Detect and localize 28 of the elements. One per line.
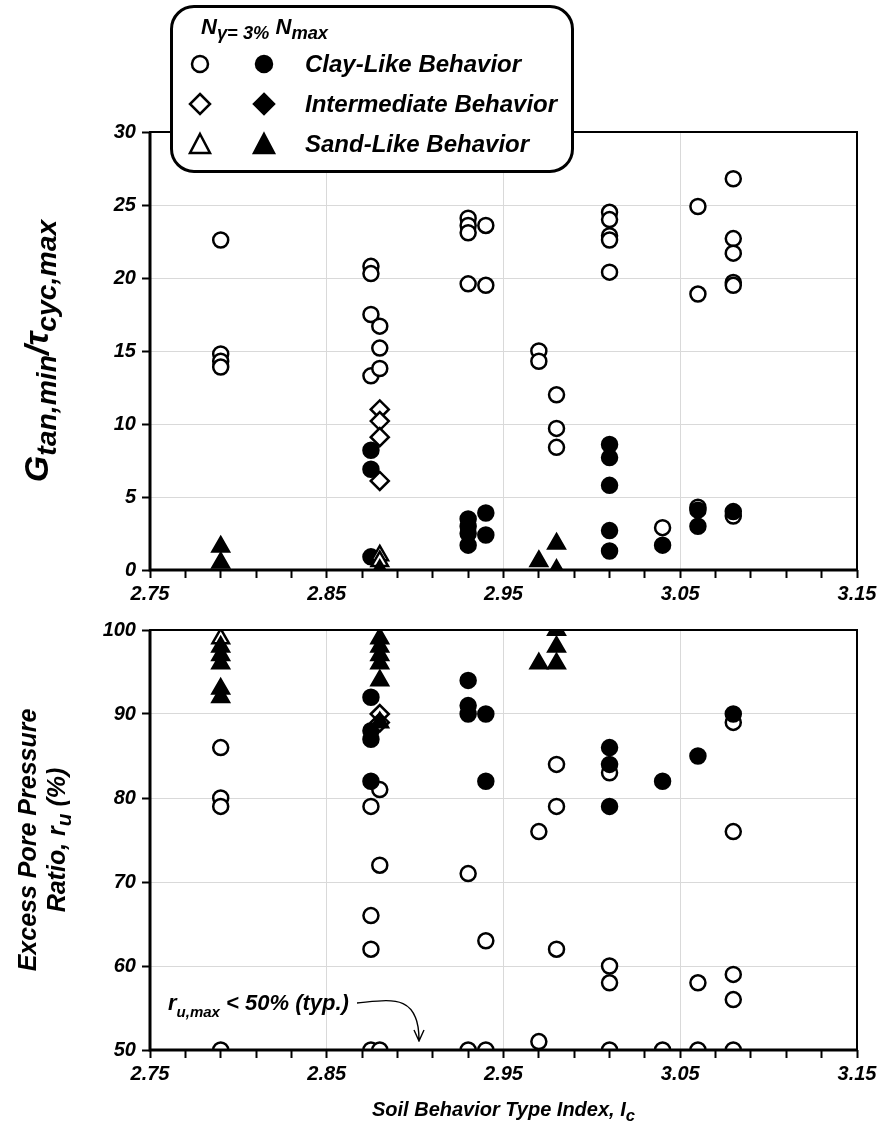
x-tick-label: 3.05: [660, 1061, 701, 1084]
x-tick-label: 3.05: [660, 581, 701, 604]
x-tick-label: 2.75: [129, 581, 171, 604]
y-tick-label: 100: [102, 617, 136, 640]
legend-title: N$_{γ= 3%}$ N$_{max}$: [201, 14, 330, 45]
x-tick-label: 2.95: [483, 1061, 524, 1084]
x-axis-title: Soil Behavior Type Index, I$_{c}$: [370, 1098, 636, 1126]
x-tick-label: 2.75: [129, 1061, 171, 1084]
x-tick-label: 2.85: [306, 581, 348, 604]
y-tick-label: 15: [113, 338, 137, 361]
y-tick-label: 70: [113, 869, 136, 892]
y-tick-label: 5: [124, 484, 137, 507]
legend-label: Clay-Like Behavior: [305, 50, 522, 79]
x-tick-label: 2.85: [306, 1061, 348, 1084]
y-tick-label: 60: [113, 953, 136, 976]
x-tick-label: 2.95: [483, 581, 524, 604]
y-tick-label: 80: [113, 785, 136, 808]
y-tick-label: 25: [112, 192, 137, 215]
y-tick-label: 10: [113, 411, 136, 434]
y-tick-label: 0: [124, 557, 136, 580]
x-tick-label: 3.15: [837, 1061, 878, 1084]
y-tick-label: 30: [113, 119, 136, 142]
y-tick-label: 20: [112, 265, 136, 288]
x-tick-label: 3.15: [837, 581, 878, 604]
y-tick-label: 90: [113, 701, 136, 724]
legend-label: Sand-Like Behavior: [305, 130, 530, 159]
legend-label: Intermediate Behavior: [305, 90, 558, 119]
y-tick-label: 50: [113, 1037, 136, 1060]
